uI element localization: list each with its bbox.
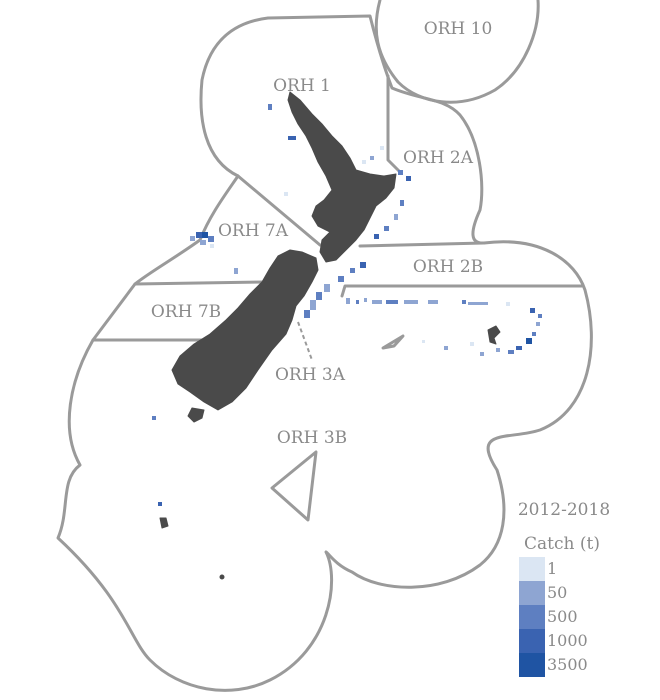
legend-label: 50 <box>547 583 567 602</box>
catch-cell <box>400 200 404 206</box>
area-label-orh1: ORH 1 <box>273 76 331 96</box>
catch-cell <box>316 292 322 300</box>
catch-cell <box>338 276 344 282</box>
catch-cell <box>268 104 272 110</box>
catch-cell <box>362 160 366 164</box>
catch-cell <box>468 302 488 305</box>
legend-swatch <box>519 605 545 629</box>
catch-cell <box>444 346 448 350</box>
area-label-orh2b: ORH 2B <box>413 257 483 277</box>
catch-cell <box>374 234 379 239</box>
chatham-islands <box>487 325 501 345</box>
orh2a-orh2b-divider <box>358 241 486 248</box>
catch-cell <box>422 340 425 343</box>
catch-cell <box>288 136 296 140</box>
orh7a-orh7b-divider <box>133 280 268 286</box>
legend-label: 500 <box>547 607 578 626</box>
orh1-orh2a-divider <box>386 74 402 174</box>
catch-cell <box>532 332 536 336</box>
catch-cell <box>190 236 195 241</box>
catch-cell <box>386 300 398 304</box>
catch-cell <box>152 416 156 420</box>
area-label-orh3b: ORH 3B <box>277 428 347 448</box>
catch-cell <box>200 240 206 245</box>
catch-cell <box>210 244 214 248</box>
catch-cell <box>304 310 310 318</box>
catch-cell <box>398 170 403 175</box>
legend-label: 3500 <box>547 655 588 674</box>
catch-cell <box>350 268 355 273</box>
legend: 2012-2018 Catch (t) 1 50 500 1000 3500 <box>518 500 610 677</box>
catch-cell <box>158 502 162 506</box>
area-label-orh7a: ORH 7A <box>218 221 289 241</box>
catch-cell <box>404 300 418 304</box>
catch-cell <box>384 226 389 231</box>
catch-cell <box>324 284 330 292</box>
legend-period: 2012-2018 <box>518 500 610 520</box>
catch-cell <box>364 298 367 302</box>
catch-cell <box>428 300 438 304</box>
orh2b-orh3b-divider <box>340 284 584 298</box>
catch-cell <box>234 268 238 274</box>
catch-cell <box>462 300 466 304</box>
outer-boundary <box>56 14 593 692</box>
legend-items: 1 50 500 1000 3500 <box>519 557 588 677</box>
area-label-orh2a: ORH 2A <box>403 148 474 168</box>
legend-title: Catch (t) <box>524 534 600 554</box>
catch-cell <box>372 300 382 304</box>
legend-swatch <box>519 653 545 677</box>
catch-cell <box>530 308 535 313</box>
area-boundaries <box>56 0 593 692</box>
catch-cell <box>208 236 214 242</box>
campbell-island <box>219 574 225 580</box>
land <box>159 91 501 580</box>
legend-label: 1 <box>547 559 557 578</box>
catch-cell <box>536 322 540 326</box>
catch-cell <box>360 262 366 268</box>
catch-cell <box>284 192 288 196</box>
orh1-orh7a-divider <box>236 174 322 247</box>
south-island <box>171 249 319 411</box>
area-label-orh3a: ORH 3A <box>275 365 346 385</box>
catch-cell <box>480 352 484 356</box>
catch-cells <box>152 104 542 506</box>
catch-cell <box>370 156 374 160</box>
catch-cell <box>202 232 208 238</box>
catch-cell <box>470 342 474 346</box>
catch-cell <box>310 300 316 310</box>
campbell-triangle <box>270 450 318 522</box>
catch-cell <box>526 338 532 344</box>
chatham-triangle <box>381 334 405 350</box>
stewart-island <box>187 407 205 423</box>
area-label-orh10: ORH 10 <box>424 19 493 39</box>
catch-cell <box>538 314 542 318</box>
legend-swatch <box>519 557 545 581</box>
catch-cell <box>506 302 510 306</box>
catch-cell <box>380 146 384 150</box>
catch-cell <box>508 350 514 354</box>
orh3a-leader <box>297 321 313 361</box>
catch-cell <box>394 214 398 220</box>
legend-swatch <box>519 581 545 605</box>
legend-label: 1000 <box>547 631 588 650</box>
auckland-islands <box>159 517 169 529</box>
area-label-orh7b: ORH 7B <box>151 302 221 322</box>
catch-cell <box>406 176 411 181</box>
catch-cell <box>356 300 359 304</box>
catch-cell <box>516 346 522 350</box>
catch-cell <box>196 232 202 238</box>
catch-cell <box>346 298 350 304</box>
catch-cell <box>496 348 500 352</box>
legend-swatch <box>519 629 545 653</box>
area-labels: ORH 10 ORH 1 ORH 2A ORH 7A ORH 2B ORH 7B… <box>151 19 492 448</box>
north-island <box>287 91 397 263</box>
orh10-boundary <box>374 0 540 104</box>
